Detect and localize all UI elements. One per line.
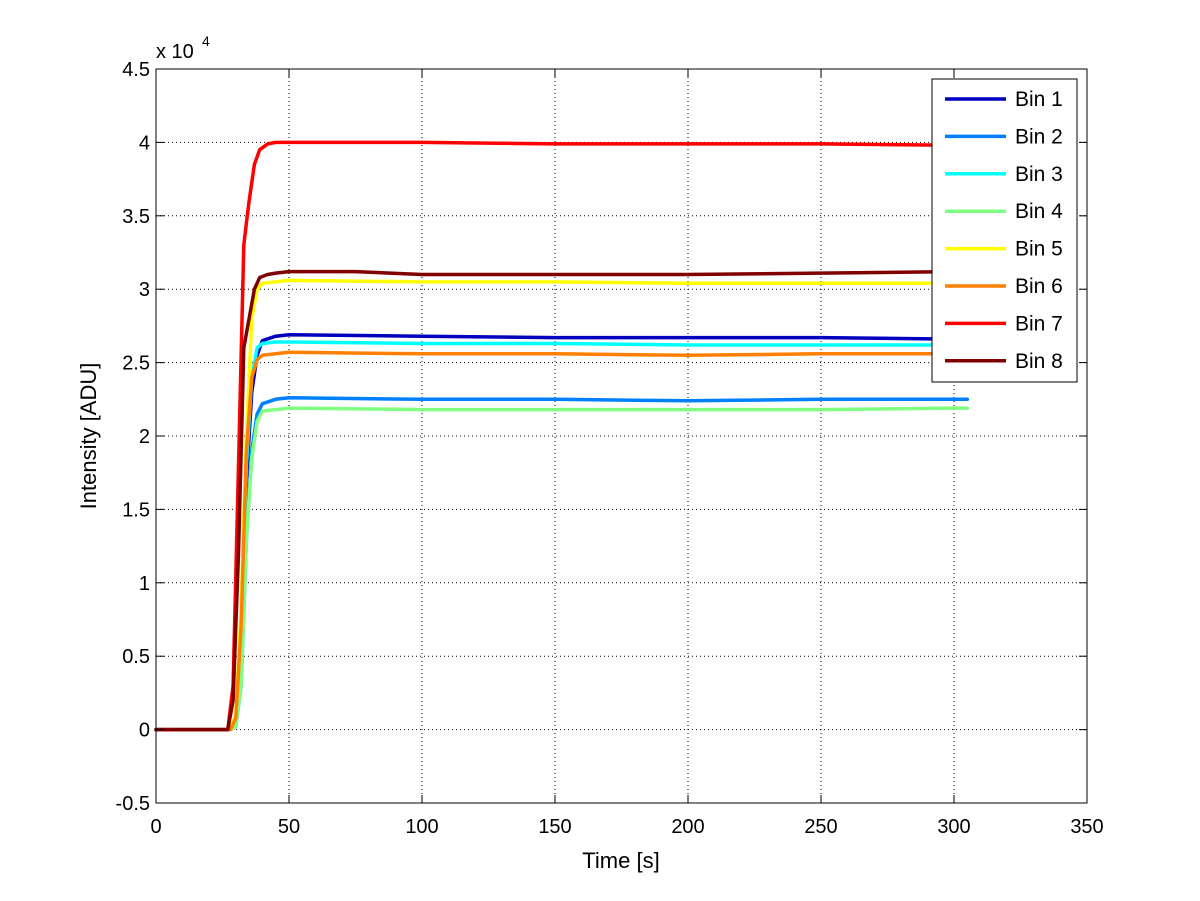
legend-label: Bin 1	[1015, 88, 1063, 111]
legend-box	[931, 78, 1078, 383]
y-tick-label: 3.5	[122, 206, 150, 228]
x-tick-label: 300	[937, 816, 970, 838]
series-line-bin-7	[154, 140, 970, 732]
x-tick-label: 250	[804, 816, 837, 838]
y-tick-label: -0.5	[116, 793, 150, 815]
legend-item: Bin 5	[945, 238, 1063, 261]
legend-label: Bin 8	[1015, 350, 1063, 373]
x-tick-label: 50	[278, 816, 300, 838]
series-line-bin-4	[154, 406, 970, 732]
x-tick-label: 100	[405, 816, 438, 838]
legend-label: Bin 7	[1015, 312, 1063, 335]
legend-item: Bin 1	[945, 88, 1063, 111]
y-tick-label: 1	[139, 573, 150, 595]
legend-label: Bin 4	[1015, 200, 1063, 223]
legend-item: Bin 4	[945, 200, 1063, 223]
y-axis-label: Intensity [ADU]	[76, 363, 101, 510]
series-line-bin-8	[154, 269, 970, 732]
y-tick-label: 4.5	[122, 59, 150, 81]
y-multiplier-label: x 10 4	[156, 33, 210, 63]
y-tick-label: 1.5	[122, 499, 150, 521]
series-layer	[154, 140, 970, 732]
legend: Bin 1 Bin 2 Bin 3 Bin 4 Bin 5 Bin 6 Bin 7 Bin 8	[931, 78, 1078, 383]
legend-item: Bin 7	[945, 312, 1063, 335]
x-tick-label: 350	[1070, 816, 1103, 838]
x-tick-label: 0	[150, 816, 161, 838]
legend-label: Bin 5	[1015, 238, 1063, 261]
legend-item: Bin 8	[945, 350, 1063, 373]
legend-item: Bin 2	[945, 125, 1063, 148]
series-line-bin-6	[154, 350, 970, 732]
y-tick-label: 2	[139, 426, 150, 448]
y-multiplier-exponent: 4	[202, 33, 210, 49]
legend-item: Bin 6	[945, 275, 1063, 298]
legend-label: Bin 2	[1015, 125, 1063, 148]
y-multiplier-prefix: x 10	[156, 41, 194, 63]
y-tick-label: 4	[139, 132, 150, 154]
legend-item: Bin 3	[945, 163, 1063, 186]
y-tick-label: 0	[139, 720, 150, 742]
x-tick-label: 200	[671, 816, 704, 838]
legend-label: Bin 3	[1015, 163, 1063, 186]
x-axis-label: Time [s]	[582, 848, 659, 873]
y-tick-label: 3	[139, 279, 150, 301]
y-tick-label: 2.5	[122, 353, 150, 375]
x-tick-label: 150	[538, 816, 571, 838]
ticks: 0 50 100 150 200 250 300 350-0.500.511.522.533.…	[116, 59, 1104, 838]
legend-label: Bin 6	[1015, 275, 1063, 298]
y-tick-label: 0.5	[122, 646, 150, 668]
